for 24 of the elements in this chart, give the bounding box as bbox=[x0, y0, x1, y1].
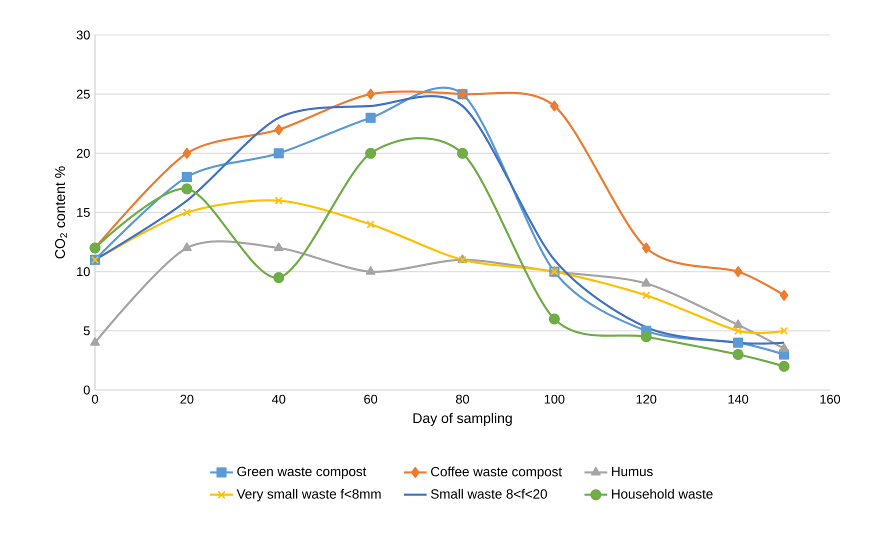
x-tick-label: 120 bbox=[636, 394, 656, 404]
x-tick-label: 0 bbox=[92, 394, 98, 404]
y-tick-label: 15 bbox=[77, 208, 90, 217]
x-tick-label: 140 bbox=[728, 394, 748, 404]
y-tick-label: 10 bbox=[77, 267, 90, 276]
legend-label: Small waste 8<f<20 bbox=[431, 488, 547, 499]
legend-label: Humus bbox=[612, 466, 653, 476]
y-tick-label: 20 bbox=[76, 148, 90, 158]
y-tick-label: 5 bbox=[84, 326, 90, 336]
legend-label: Coffee waste compost bbox=[431, 466, 562, 480]
x-axis-title: Day of sampling bbox=[413, 412, 512, 426]
y-tick-label: 30 bbox=[76, 30, 90, 40]
y-axis-title: CO$_{2}$ content % bbox=[55, 166, 68, 258]
y-tick-label: 25 bbox=[76, 90, 90, 99]
legend-label: Green waste compost bbox=[237, 466, 366, 479]
x-tick-label: 40 bbox=[272, 394, 286, 404]
x-tick-label: 20 bbox=[180, 394, 194, 404]
x-tick-label: 160 bbox=[820, 394, 840, 404]
legend-label: Household waste bbox=[612, 488, 713, 499]
x-tick-label: 80 bbox=[456, 394, 470, 404]
y-tick-label: 0 bbox=[84, 386, 90, 394]
legend-label: Very small waste f<8mm bbox=[236, 488, 381, 502]
x-tick-label: 60 bbox=[364, 394, 378, 404]
x-tick-label: 100 bbox=[544, 394, 564, 404]
